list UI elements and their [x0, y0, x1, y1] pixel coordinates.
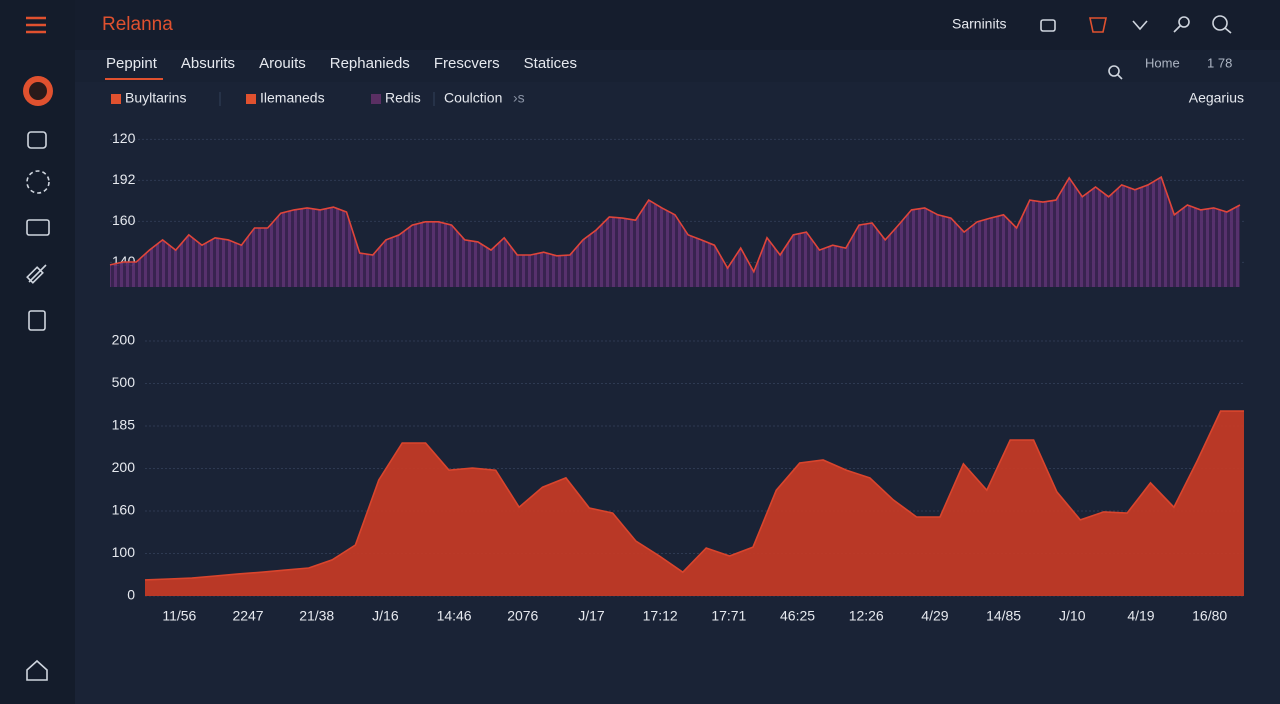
legend-label[interactable]: Redis [385, 90, 421, 106]
y-tick-label: 160 [112, 212, 136, 228]
y-tick-label: 120 [112, 130, 136, 146]
x-tick-label: 4/19 [1127, 608, 1154, 624]
y-tick-label: 185 [112, 417, 136, 433]
line [144, 410, 1244, 581]
corner-label: Aegarius [1189, 90, 1244, 106]
x-tick-label: 46:25 [780, 608, 815, 624]
x-tick-label: J/17 [578, 608, 605, 624]
legend-label[interactable]: Ilemaneds [260, 90, 325, 106]
x-tick-label: 12:26 [849, 608, 884, 624]
y-tick-label: 200 [112, 332, 136, 348]
x-tick-label: J/10 [1059, 608, 1086, 624]
brand: Relanna [102, 14, 173, 35]
area [145, 411, 1244, 596]
tab[interactable]: Absurits [181, 55, 235, 72]
menu-button[interactable] [26, 16, 46, 34]
legend-swatch [371, 94, 381, 104]
x-tick-label: 17:71 [711, 608, 746, 624]
x-tick-label: J/16 [372, 608, 399, 624]
sidebar-icons[interactable] [26, 131, 50, 681]
filter-suffix: ›s [513, 90, 525, 106]
tab[interactable]: Peppint [106, 55, 158, 72]
y-tick-label: 160 [112, 502, 136, 518]
tab-bar [75, 50, 1280, 82]
x-tick-label: 17:12 [643, 608, 678, 624]
x-tick-label: 14:46 [437, 608, 472, 624]
header-icons[interactable] [1040, 15, 1232, 80]
tab[interactable]: Frescvers [434, 55, 500, 72]
x-tick-label: 2076 [507, 608, 538, 624]
y-tick-label: 500 [112, 374, 136, 390]
tab[interactable]: Arouits [259, 55, 306, 72]
tab[interactable]: Rephanieds [330, 55, 410, 72]
area [110, 177, 1240, 287]
user-name[interactable]: Sarninits [952, 16, 1006, 32]
count: 1 78 [1207, 55, 1232, 70]
y-tick-label: 192 [112, 171, 136, 187]
x-tick-label: 4/29 [921, 608, 948, 624]
x-tick-label: 16/80 [1192, 608, 1227, 624]
filter-label[interactable]: Coulction [444, 90, 502, 106]
legend-swatch [111, 94, 121, 104]
x-tick-label: 21/38 [299, 608, 334, 624]
tab[interactable]: Statices [524, 55, 577, 72]
x-tick-label: 11/56 [162, 608, 196, 624]
y-tick-label: 200 [112, 459, 136, 475]
sidebar [0, 0, 75, 704]
y-tick-label: 100 [112, 544, 136, 560]
line [109, 175, 1241, 274]
home-link[interactable]: Home [1145, 55, 1180, 70]
top-bar [75, 0, 1280, 50]
y-tick-label: 0 [127, 587, 135, 603]
legend-swatch [246, 94, 256, 104]
x-tick-label: 14/85 [986, 608, 1021, 624]
legend-label[interactable]: Buyltarins [125, 90, 186, 106]
x-tick-label: 2247 [232, 608, 263, 624]
avatar-inner [29, 82, 47, 100]
